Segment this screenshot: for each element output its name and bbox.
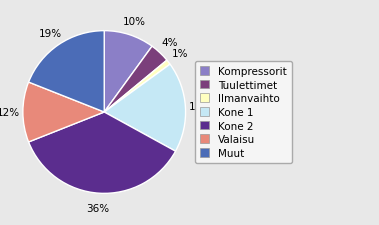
Wedge shape [104, 32, 152, 112]
Wedge shape [28, 112, 175, 194]
Wedge shape [104, 65, 186, 151]
Text: 12%: 12% [0, 108, 20, 117]
Text: 4%: 4% [162, 38, 178, 48]
Text: 10%: 10% [122, 17, 146, 27]
Wedge shape [23, 83, 104, 142]
Text: 18%: 18% [188, 101, 211, 111]
Wedge shape [28, 32, 104, 112]
Wedge shape [104, 47, 167, 112]
Wedge shape [104, 61, 170, 112]
Text: 1%: 1% [172, 49, 188, 59]
Legend: Kompressorit, Tuulettimet, Ilmanvaihto, Kone 1, Kone 2, Valaisu, Muut: Kompressorit, Tuulettimet, Ilmanvaihto, … [195, 62, 292, 163]
Text: 19%: 19% [39, 29, 62, 38]
Text: 36%: 36% [87, 203, 110, 213]
